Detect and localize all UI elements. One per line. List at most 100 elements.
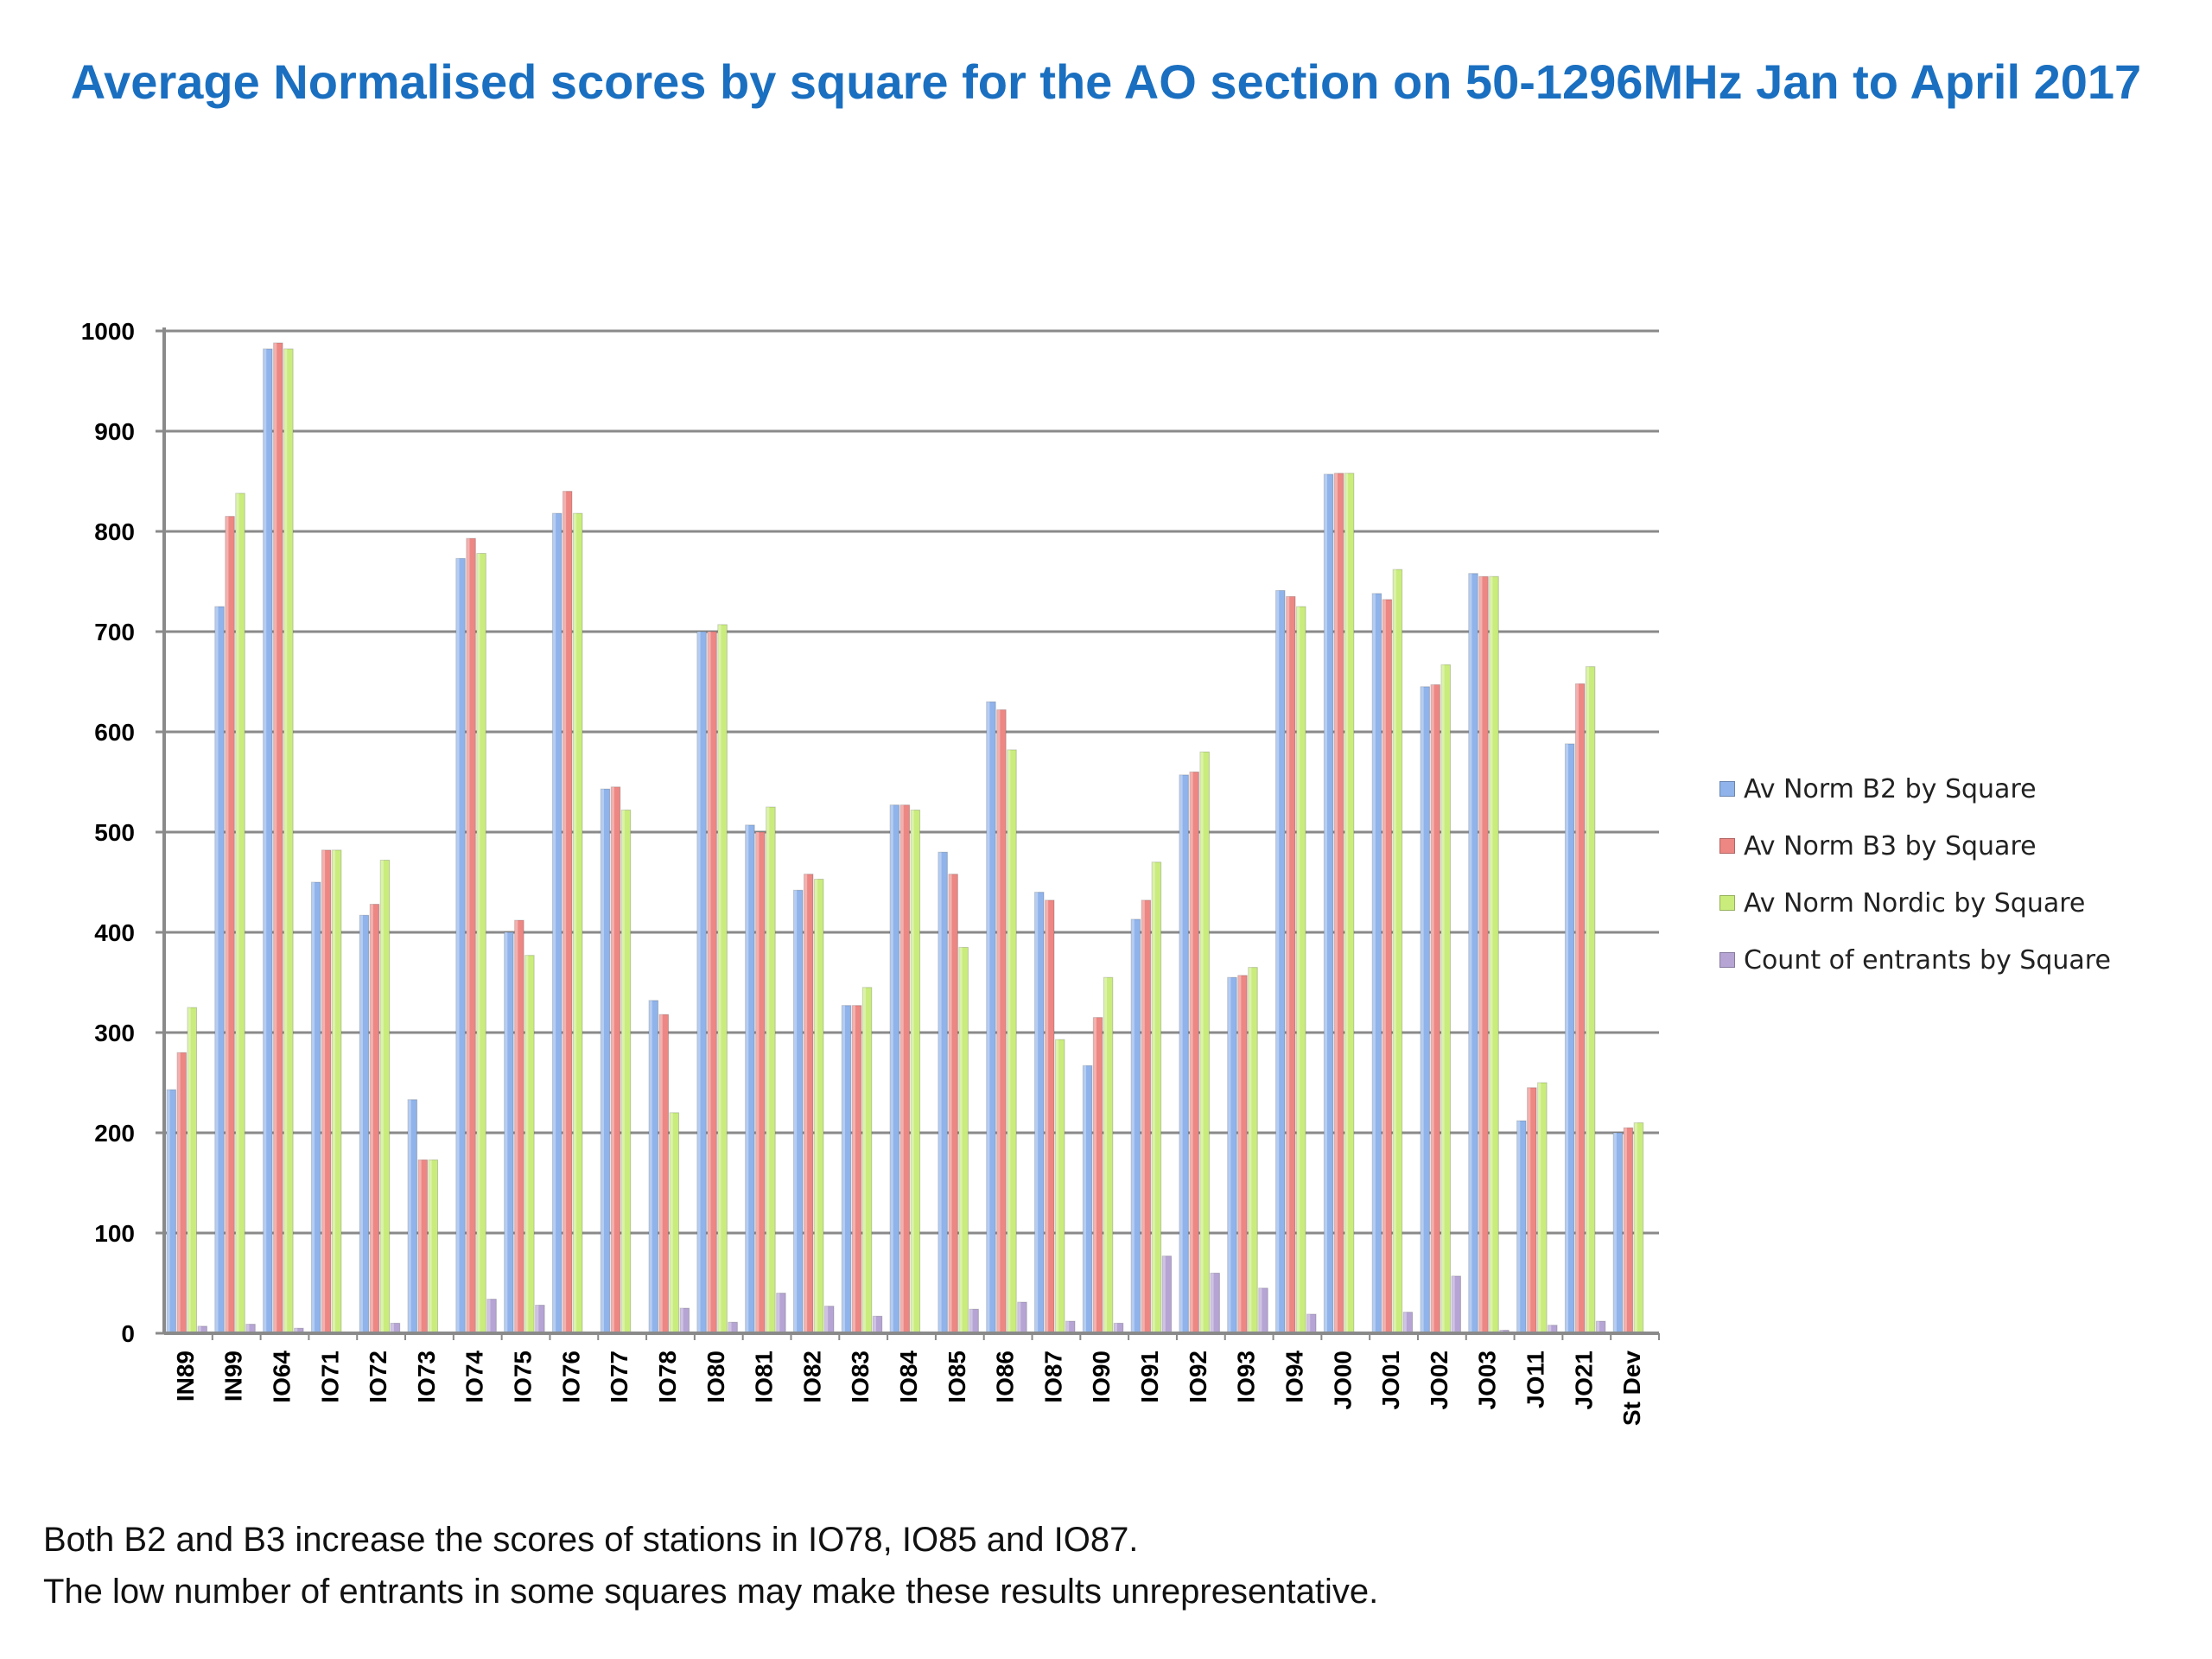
- x-tick-label: IO91: [1136, 1351, 1163, 1403]
- bar-highlight: [1565, 743, 1569, 1333]
- bar-highlight: [294, 1328, 298, 1333]
- x-tick-label: IO85: [944, 1351, 970, 1403]
- bar-highlight: [1286, 596, 1290, 1333]
- x-tick-label: IO84: [895, 1351, 922, 1403]
- note-line: Both B2 and B3 increase the scores of st…: [43, 1521, 1139, 1559]
- x-tick-label: IO86: [992, 1351, 1019, 1403]
- bar-highlight: [1093, 1017, 1096, 1333]
- y-tick-label: 400: [94, 919, 135, 946]
- y-tick-label: 500: [94, 819, 135, 846]
- bar-highlight: [198, 1325, 201, 1333]
- bar-highlight: [1227, 977, 1231, 1333]
- bar-highlight: [1162, 1255, 1166, 1333]
- note-line: The low number of entrants in some squar…: [43, 1573, 1379, 1611]
- bar-highlight: [958, 947, 963, 1333]
- legend-label: Av Norm Nordic by Square: [1744, 887, 2086, 918]
- x-tick-label: IO93: [1233, 1351, 1260, 1403]
- x-tick-label: IO94: [1281, 1351, 1307, 1403]
- x-tick-label: IN99: [220, 1351, 247, 1402]
- legend-label: Av Norm B3 by Square: [1744, 830, 2037, 861]
- y-tick-label: 200: [94, 1120, 135, 1147]
- bar-highlight: [235, 493, 239, 1333]
- bar-highlight: [1575, 683, 1580, 1333]
- bar-highlight: [455, 558, 460, 1333]
- bar-highlight: [707, 632, 711, 1333]
- bar-highlight: [1103, 977, 1107, 1333]
- bar-highlight: [408, 1099, 411, 1333]
- bar-highlight: [1451, 1275, 1455, 1333]
- x-tick-label: St Dev: [1618, 1351, 1645, 1427]
- bar-highlight: [1344, 473, 1349, 1333]
- x-tick-label: IO80: [702, 1351, 729, 1403]
- bar-highlight: [1596, 1321, 1600, 1333]
- bar-highlight: [225, 516, 229, 1333]
- legend-item: Av Norm B3 by Square: [1719, 817, 2111, 874]
- bar-highlight: [969, 1309, 973, 1333]
- bar-highlight: [1007, 749, 1011, 1333]
- bar-highlight: [177, 1052, 181, 1333]
- x-tick-label: IO75: [510, 1351, 537, 1403]
- y-tick-label: 600: [94, 719, 135, 746]
- bar-highlight: [804, 874, 808, 1333]
- bar-highlight: [283, 348, 288, 1333]
- bar-highlight: [486, 1299, 491, 1333]
- bar-highlight: [418, 1160, 422, 1333]
- bar-highlight: [1199, 752, 1204, 1333]
- x-tick-label: IO77: [606, 1351, 632, 1403]
- bar-highlight: [696, 632, 701, 1333]
- bar-highlight: [890, 804, 893, 1333]
- bar-highlight: [900, 804, 904, 1333]
- x-tick-label: IO71: [316, 1351, 343, 1403]
- bar-highlight: [611, 786, 614, 1333]
- bar-highlight: [986, 702, 990, 1333]
- bar-highlight: [948, 874, 952, 1333]
- x-tick-label: IO82: [798, 1351, 825, 1403]
- bar-highlight: [852, 1005, 855, 1333]
- bars: [166, 342, 1644, 1334]
- bar-highlight: [1382, 599, 1386, 1333]
- bar-highlight: [1324, 474, 1328, 1333]
- bar-highlight: [332, 849, 336, 1333]
- bar-highlight: [552, 513, 556, 1333]
- bar-highlight: [862, 987, 866, 1333]
- legend-swatch: [1719, 952, 1735, 968]
- bar-highlight: [1489, 576, 1493, 1333]
- bar-highlight: [263, 348, 267, 1333]
- bar-highlight: [1372, 593, 1376, 1333]
- bar-highlight: [214, 607, 219, 1333]
- bar-highlight: [1403, 1312, 1407, 1333]
- bar-highlight: [535, 1305, 539, 1333]
- bar-highlight: [514, 920, 518, 1333]
- x-tick-label: IO92: [1185, 1351, 1211, 1403]
- notes: Both B2 and B3 increase the scores of st…: [43, 1514, 1378, 1618]
- bar-highlight: [649, 1000, 652, 1333]
- bar-highlight: [188, 1007, 191, 1333]
- bar-highlight: [1420, 686, 1424, 1333]
- bar-highlight: [996, 709, 1001, 1333]
- legend-label: Count of entrants by Square: [1744, 944, 2111, 976]
- bar-highlight: [524, 955, 529, 1333]
- bar-highlight: [359, 915, 363, 1333]
- bar-highlight: [793, 890, 798, 1333]
- bar-highlight: [621, 810, 625, 1333]
- bar-highlight: [1440, 664, 1445, 1333]
- y-tick-label: 900: [94, 418, 135, 445]
- x-tick-label: JO00: [1329, 1351, 1356, 1410]
- bar-highlight: [755, 832, 760, 1333]
- legend-item: Count of entrants by Square: [1719, 931, 2111, 988]
- x-tick-label: IO74: [461, 1351, 488, 1403]
- bar-highlight: [1393, 569, 1396, 1333]
- x-tick-label: JO02: [1426, 1351, 1452, 1410]
- bar-highlight: [938, 852, 942, 1333]
- x-tick-label: IO64: [269, 1351, 296, 1403]
- bar-highlight: [766, 807, 770, 1333]
- bar-highlight: [814, 879, 818, 1333]
- bar-highlight: [1634, 1122, 1637, 1333]
- bar-highlight: [1527, 1087, 1531, 1333]
- x-axis-ticks: IN89 IN99 IO64 IO71 IO72 IO73 IO74 IO75 IO76 IO77…: [172, 1333, 1660, 1427]
- bar-highlight: [824, 1306, 829, 1333]
- bar-highlight: [1065, 1321, 1070, 1333]
- bar-highlight: [659, 1014, 663, 1333]
- bar-highlight: [321, 849, 326, 1333]
- bar-highlight: [466, 538, 470, 1333]
